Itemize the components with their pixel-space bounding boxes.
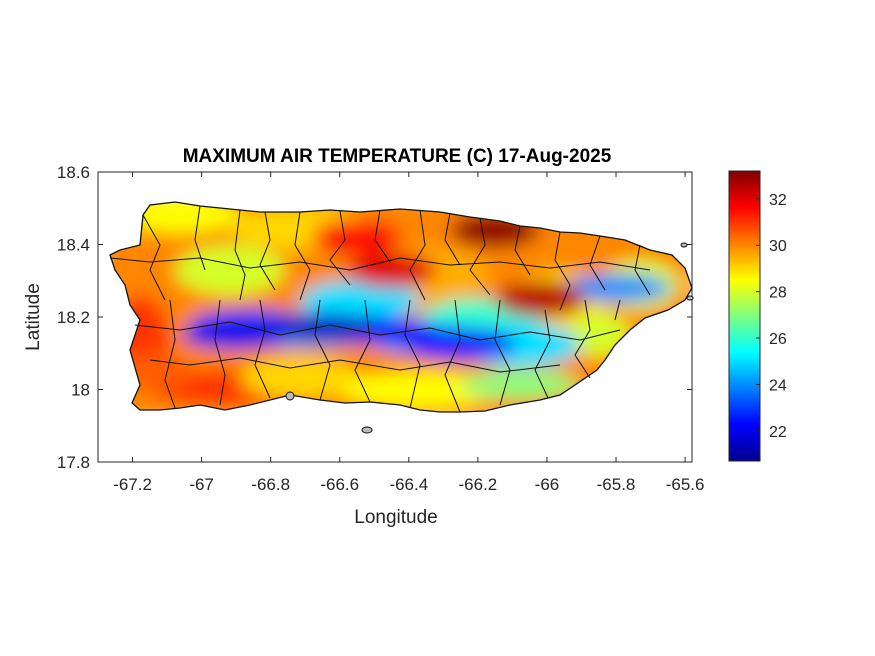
municipality-line — [494, 299, 511, 406]
heat-blob — [175, 245, 285, 295]
islets — [285, 242, 694, 434]
x-tick-label: -65.8 — [597, 475, 636, 494]
colorbar-ticks: 22 24 26 28 30 32 — [756, 192, 787, 441]
x-tick-label: -67.2 — [113, 475, 152, 494]
y-tick-label: 18.6 — [57, 163, 90, 182]
municipality-line — [514, 225, 531, 276]
municipality-line — [234, 209, 246, 301]
municipality-line — [354, 299, 371, 403]
heat-blob — [460, 371, 580, 399]
municipality-line — [444, 212, 461, 266]
municipality-line — [134, 321, 621, 341]
x-tick-label: -66.2 — [459, 475, 498, 494]
municipality-line — [574, 299, 591, 379]
hot-spot — [346, 251, 437, 288]
heat-field — [110, 202, 692, 412]
islet — [361, 426, 373, 434]
hot-spot — [312, 219, 403, 256]
municipality-line — [589, 235, 606, 291]
chart-title: MAXIMUM AIR TEMPERATURE (C) 17-Aug-2025 — [183, 146, 612, 167]
municipality-line — [374, 209, 391, 263]
x-tick-label: -66 — [535, 475, 560, 494]
colorbar-tick-label: 30 — [769, 238, 787, 255]
x-axis-label: Longitude — [354, 507, 437, 528]
y-tick-label: 18 — [71, 381, 90, 400]
heat-blob — [240, 358, 360, 398]
x-tick-label: -67 — [189, 475, 214, 494]
x-tick-label: -66.8 — [251, 475, 290, 494]
temperature-map — [109, 201, 694, 434]
municipality-line — [214, 299, 226, 406]
municipality-line — [164, 299, 176, 409]
colorbar — [728, 170, 761, 462]
municipality-line — [534, 309, 551, 399]
municipality-line — [194, 205, 206, 271]
colorbar-tick-label: 32 — [769, 192, 787, 209]
x-tick-label: -66.4 — [389, 475, 428, 494]
cold-spot — [267, 313, 378, 342]
municipality-line — [329, 210, 351, 286]
hot-spot — [495, 280, 586, 317]
x-axis-ticks: -67.2 -67 -66.8 -66.6 -66.4 -66.2 -66 -65.8 -65.… — [113, 172, 704, 494]
y-axis-label: Latitude — [23, 283, 44, 351]
x-tick-label: -66.6 — [320, 475, 359, 494]
coastline — [109, 201, 693, 413]
islet — [285, 391, 295, 401]
colorbar-tick-label: 24 — [769, 377, 787, 394]
colorbar-tick-label: 26 — [769, 331, 787, 348]
colorbar-tick-label: 22 — [769, 424, 787, 441]
y-axis-ticks: 17.8 18 18.2 18.4 18.6 — [57, 163, 692, 472]
y-tick-label: 18.2 — [57, 308, 90, 327]
municipality-line — [409, 209, 426, 301]
y-tick-label: 17.8 — [57, 453, 90, 472]
cold-spot — [181, 321, 292, 350]
islet — [686, 295, 694, 301]
municipality-line — [259, 211, 276, 291]
municipality-line — [444, 299, 461, 413]
islet — [680, 242, 688, 248]
municipality-line — [149, 357, 561, 373]
cold-spot — [405, 332, 516, 360]
municipality-line — [109, 257, 651, 271]
municipality-line — [614, 299, 621, 321]
cold-spot — [561, 274, 672, 302]
municipality-line — [142, 214, 166, 301]
municipality-line — [254, 299, 271, 399]
municipality-line — [294, 211, 311, 301]
x-tick-label: -65.6 — [666, 475, 705, 494]
municipality-line — [554, 231, 571, 311]
municipality-line — [634, 244, 651, 296]
colorbar-tick-label: 28 — [769, 285, 787, 302]
y-tick-label: 18.4 — [57, 236, 90, 255]
heat-blob — [340, 372, 500, 408]
municipality-line — [469, 217, 491, 296]
municipality-line — [314, 299, 331, 401]
heat-blob — [300, 280, 420, 320]
municipality-line — [404, 299, 421, 409]
municipality-boundaries — [109, 205, 651, 413]
